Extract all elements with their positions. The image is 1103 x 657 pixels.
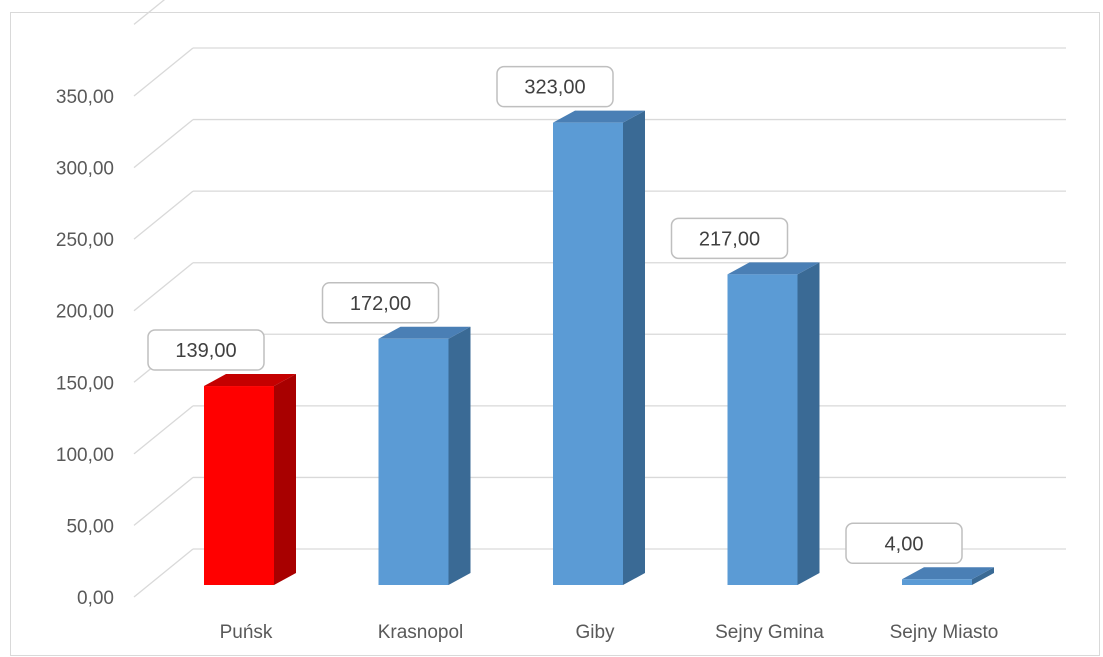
y-axis-ticks: 0,00 50,00 100,00 150,00 200,00 250,00 300,00 3…	[56, 87, 114, 609]
data-label-box	[147, 329, 265, 371]
y-tick-label: 100,00	[56, 445, 114, 466]
bar-highlight	[204, 386, 274, 585]
y-tick-label: 0,00	[77, 588, 114, 609]
x-category-label: Sejny Gmina	[715, 622, 824, 643]
data-label: 323,00	[524, 77, 585, 99]
data-label: 217,00	[699, 228, 760, 250]
x-category-label: Puńsk	[220, 622, 273, 643]
gridline-diagonal	[133, 262, 194, 312]
bar-side	[623, 110, 645, 586]
data-label: 139,00	[175, 340, 236, 362]
bar-top	[204, 374, 296, 387]
bar-side	[797, 262, 820, 585]
bars-layer	[204, 110, 994, 586]
x-category-label: Giby	[575, 622, 615, 643]
bar	[902, 579, 972, 585]
data-label-box	[670, 217, 789, 260]
data-label: 172,00	[350, 293, 411, 315]
gridline-diagonal	[133, 47, 194, 97]
data-label-box	[321, 282, 440, 324]
gridline-diagonal	[133, 405, 194, 455]
y-tick-label: 50,00	[66, 516, 114, 537]
gridline-diagonal	[133, 119, 194, 169]
bar-side	[448, 326, 471, 585]
bar-top	[378, 326, 471, 339]
gridline-diagonal	[133, 0, 166, 25]
y-tick-label: 250,00	[56, 230, 114, 251]
y-tick-label: 350,00	[56, 87, 114, 108]
bar-side	[972, 567, 994, 585]
gridline-diagonal	[133, 190, 194, 240]
data-labels-layer: 139,00 172,00 323,00 217,00 4,00	[147, 65, 963, 565]
y-tick-label: 300,00	[56, 159, 114, 180]
data-label-box	[496, 65, 614, 108]
y-tick-label: 200,00	[56, 302, 114, 323]
bar-top	[553, 110, 645, 123]
bar-top	[902, 567, 994, 580]
x-category-label: Krasnopol	[378, 622, 464, 643]
data-label: 4,00	[885, 533, 924, 555]
y-tick-label: 150,00	[56, 373, 114, 394]
bar	[727, 274, 798, 585]
x-axis-categories: Puńsk Krasnopol Giby Sejny Gmina Sejny Miast…	[220, 622, 999, 643]
gridline-diagonal	[133, 548, 194, 598]
gridline-diagonal	[133, 476, 194, 526]
bar	[553, 122, 623, 586]
bar	[378, 338, 449, 585]
x-category-label: Sejny Miasto	[890, 622, 999, 643]
bar-top	[727, 262, 820, 275]
data-label-box	[845, 522, 963, 565]
bar-side	[274, 374, 296, 585]
